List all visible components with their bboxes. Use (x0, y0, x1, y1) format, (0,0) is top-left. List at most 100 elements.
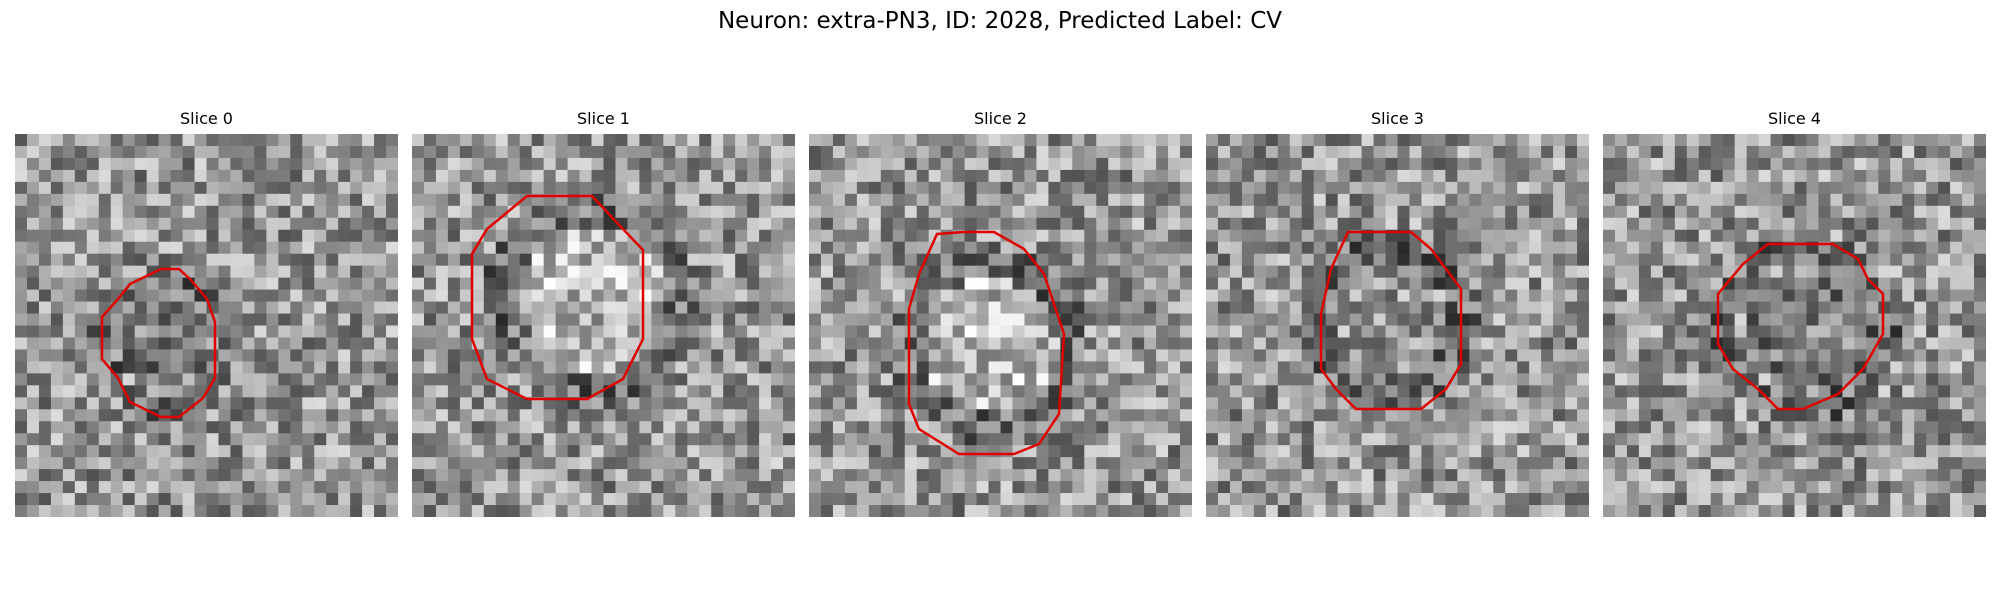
pixel-cell (1662, 349, 1676, 363)
pixel-cell (964, 337, 978, 351)
pixel-cell (832, 301, 846, 315)
pixel-cell (1132, 469, 1145, 482)
pixel-cell (182, 205, 196, 219)
pixel-cell (1950, 145, 1963, 159)
pixel-cell (1373, 445, 1387, 458)
pixel-cell (134, 481, 148, 494)
pixel-cell (1301, 373, 1315, 386)
pixel-cell (832, 134, 846, 147)
pixel-cell (194, 145, 208, 159)
pixel-cell (1313, 385, 1327, 398)
pixel-cell (134, 217, 148, 231)
pixel-cell (254, 445, 267, 458)
pixel-cell (856, 361, 870, 374)
pixel-cell (1457, 457, 1470, 470)
pixel-cell (868, 481, 882, 494)
pixel-cell (1385, 469, 1399, 482)
pixel-cell (50, 217, 64, 231)
pixel-cell (844, 385, 858, 398)
pixel-cell (1096, 181, 1109, 195)
pixel-cell (1120, 397, 1133, 410)
pixel-cell (1048, 134, 1061, 147)
pixel-cell (1084, 217, 1097, 231)
pixel-cell (1385, 134, 1399, 147)
pixel-cell (687, 409, 700, 422)
pixel-cell (1397, 217, 1411, 231)
pixel-cell (302, 385, 315, 398)
pixel-cell (170, 253, 184, 267)
pixel-cell (1758, 433, 1772, 446)
pixel-cell (759, 145, 772, 159)
pixel-cell (543, 313, 557, 327)
pixel-cell (1241, 469, 1255, 482)
pixel-cell (1962, 385, 1975, 398)
pixel-cell (1277, 445, 1291, 458)
pixel-cell (62, 445, 76, 458)
pixel-cell (1517, 265, 1530, 279)
pixel-cell (122, 313, 136, 327)
pixel-cell (314, 181, 327, 195)
pixel-cell (1301, 493, 1315, 506)
pixel-cell (880, 481, 894, 494)
pixel-cell (1866, 361, 1879, 374)
pixel-cell (856, 433, 870, 446)
pixel-cell (747, 493, 760, 506)
pixel-cell (1156, 397, 1169, 410)
pixel-cell (194, 433, 208, 446)
pixel-cell (278, 385, 291, 398)
pixel-cell (904, 169, 918, 183)
pixel-cell (266, 169, 279, 183)
pixel-cell (1373, 301, 1387, 315)
pixel-cell (447, 205, 461, 219)
pixel-cell (1421, 385, 1435, 398)
pixel-cell (1277, 193, 1291, 207)
pixel-cell (362, 265, 375, 279)
pixel-cell (747, 337, 760, 351)
pixel-cell (170, 457, 184, 470)
pixel-cell (1120, 313, 1133, 327)
pixel-cell (1914, 205, 1927, 219)
pixel-cell (844, 445, 858, 458)
pixel-cell (1325, 385, 1339, 398)
pixel-cell (1277, 217, 1291, 231)
slice-title-1: Slice 1 (577, 109, 630, 128)
pixel-cell (218, 397, 232, 410)
pixel-cell (206, 397, 220, 410)
pixel-cell (495, 301, 509, 315)
pixel-cell (326, 301, 339, 315)
pixel-cell (1168, 349, 1181, 363)
pixel-cell (1638, 289, 1652, 303)
pixel-cell (820, 313, 834, 327)
pixel-cell (1120, 253, 1133, 267)
pixel-cell (1854, 385, 1867, 398)
pixel-cell (1000, 481, 1014, 494)
pixel-cell (639, 169, 652, 183)
pixel-cell (338, 289, 351, 303)
pixel-cell (832, 313, 846, 327)
pixel-cell (1830, 265, 1843, 279)
pixel-cell (50, 445, 64, 458)
pixel-cell (711, 193, 724, 207)
pixel-cell (1096, 373, 1109, 386)
pixel-cell (1385, 385, 1399, 398)
pixel-cell (1241, 385, 1255, 398)
pixel-cell (182, 349, 196, 363)
pixel-cell (1024, 313, 1038, 327)
pixel-cell (50, 457, 64, 470)
pixel-cell (1301, 409, 1315, 422)
pixel-cell (1409, 169, 1423, 183)
pixel-cell (1421, 469, 1435, 482)
pixel-cell (1603, 253, 1616, 267)
pixel-cell (1638, 277, 1652, 291)
pixel-cell (338, 134, 351, 147)
pixel-cell (1289, 337, 1303, 351)
pixel-cell (412, 493, 425, 506)
pixel-cell (1265, 145, 1279, 159)
pixel-cell (1806, 445, 1820, 458)
pixel-cell (1794, 409, 1808, 422)
pixel-cell (651, 313, 664, 327)
pixel-cell (98, 421, 112, 434)
pixel-cell (627, 229, 641, 243)
pixel-cell (194, 193, 208, 207)
pixel-cell (1481, 349, 1494, 363)
